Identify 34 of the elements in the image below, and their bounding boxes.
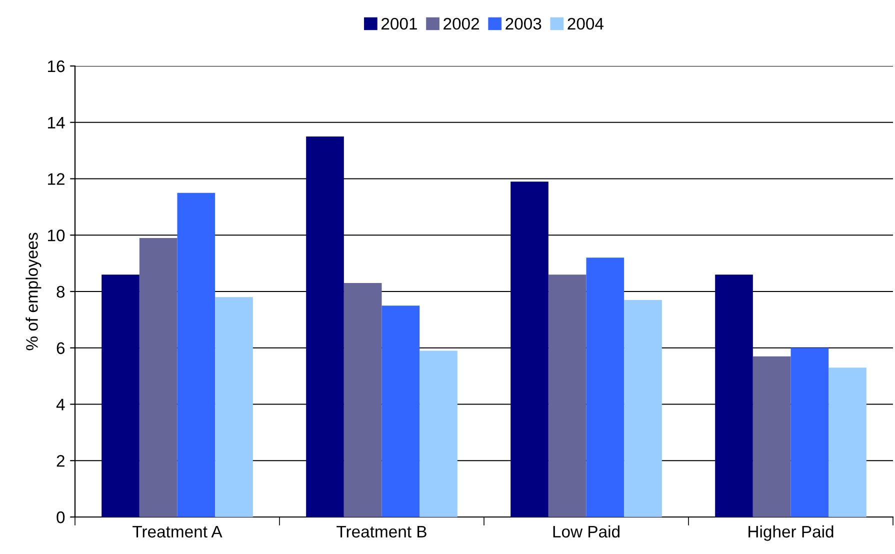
y-tick-label: 6 [56, 342, 65, 354]
legend-label: 2004 [568, 18, 604, 30]
bar [102, 274, 140, 517]
bar [790, 348, 829, 517]
bar [828, 368, 866, 517]
y-axis-title: % of employees [26, 232, 42, 350]
bar [586, 258, 624, 517]
y-tick-label: 0 [56, 511, 65, 524]
legend-label: 2002 [444, 18, 479, 30]
y-tick-label: 4 [56, 398, 65, 410]
x-tick-label: Treatment A [132, 526, 222, 538]
x-tick-label: Treatment B [336, 526, 426, 538]
bar [624, 300, 662, 517]
x-tick-label: Low Paid [553, 525, 620, 538]
legend-label: 2001 [382, 18, 417, 30]
bar [177, 192, 216, 517]
bar [306, 136, 344, 517]
bar [344, 283, 382, 517]
x-tick-label: Higher Paid [748, 525, 834, 541]
legend-label: 2003 [506, 18, 542, 30]
bar [548, 274, 586, 517]
bar [382, 306, 420, 517]
y-tick-label: 12 [48, 173, 64, 185]
y-tick-label: 14 [48, 116, 65, 128]
y-tick-label: 16 [48, 60, 65, 72]
bar [510, 182, 548, 517]
bar [752, 356, 791, 517]
bar [420, 350, 458, 517]
bar [139, 238, 178, 517]
y-tick-label: 2 [56, 455, 64, 467]
bar [715, 274, 753, 517]
y-tick-label: 10 [48, 230, 65, 242]
y-tick-label: 8 [56, 286, 65, 298]
bar [215, 297, 253, 517]
